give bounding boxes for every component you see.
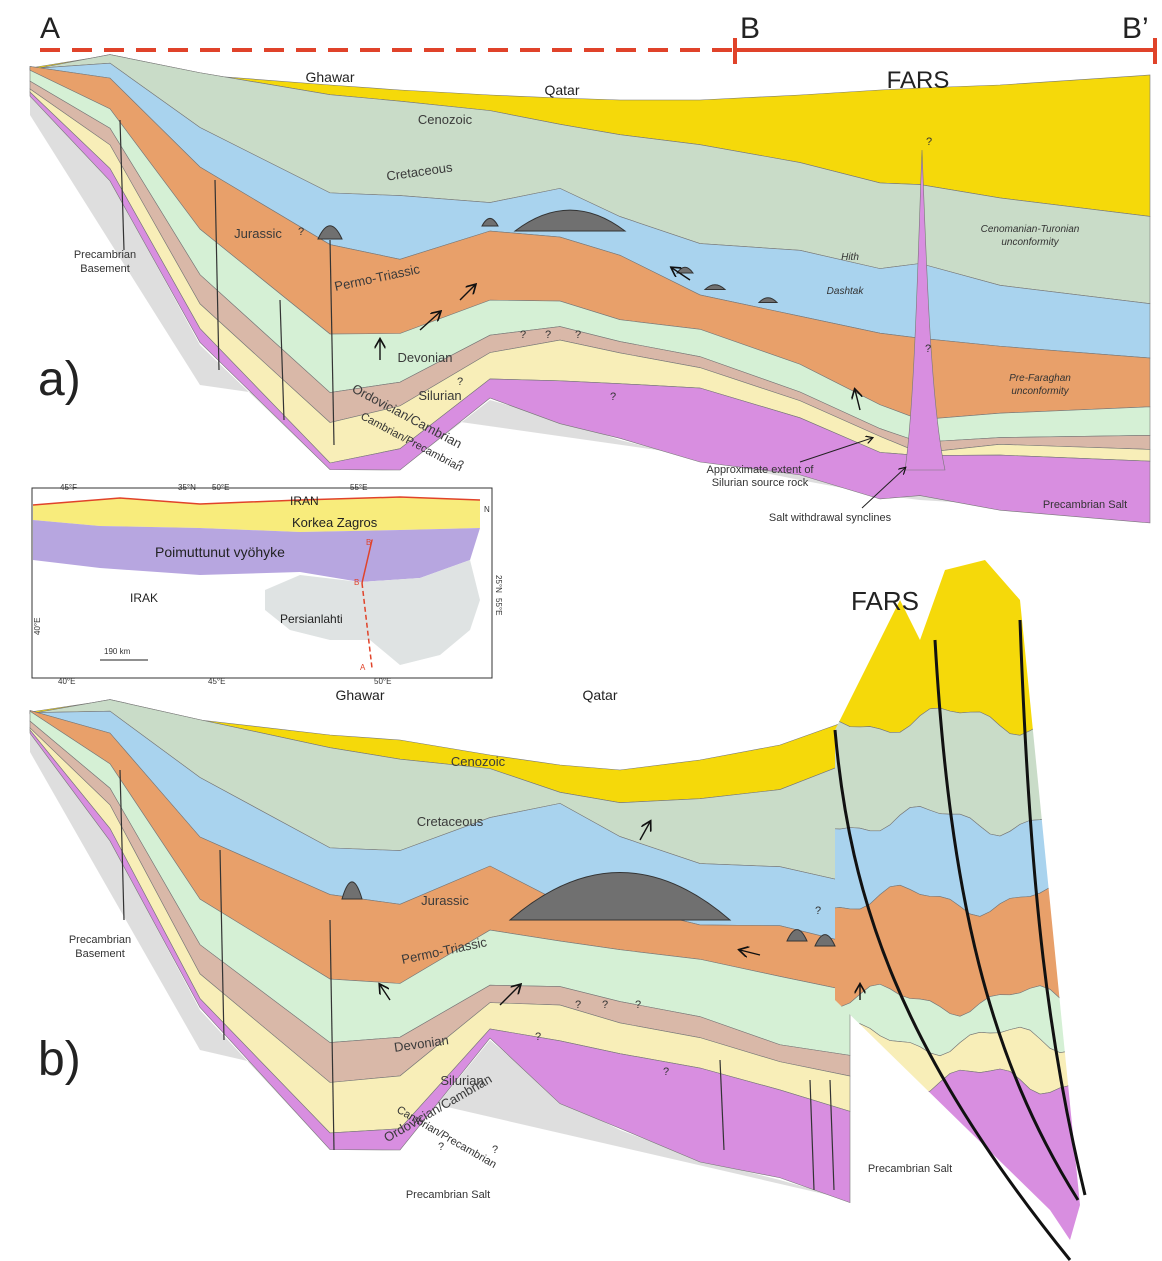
- question-mark: ?: [458, 459, 464, 471]
- question-mark: ?: [635, 999, 641, 1011]
- annotation: Hith: [841, 252, 859, 263]
- question-mark: ?: [457, 376, 463, 388]
- scale-label: 190 km: [104, 647, 131, 656]
- place-label: Ghawar: [335, 687, 384, 703]
- map-label: IRAK: [130, 591, 158, 605]
- north: N: [484, 505, 490, 514]
- place-label: Qatar: [582, 687, 617, 703]
- annotation: Precambrian Salt: [1043, 499, 1127, 511]
- map-coord: 35°N: [178, 483, 196, 492]
- map-coord: 50°E: [374, 677, 391, 686]
- map-coord: 45°F: [60, 483, 77, 492]
- map-label: Poimuttunut vyöhyke: [155, 544, 285, 560]
- figure: A B B’ a) Ghawar Qatar FARS Cenozoic Cre…: [0, 0, 1162, 1261]
- layer-label: Cretaceous: [417, 814, 484, 829]
- annotation: Dashtak: [827, 286, 865, 297]
- place-label: Qatar: [544, 82, 579, 98]
- map-coord: 55°E: [494, 598, 503, 615]
- layer-label: Silurian: [418, 388, 461, 403]
- place-label: FARS: [851, 586, 919, 616]
- question-mark: ?: [926, 136, 932, 148]
- question-mark: ?: [492, 1144, 498, 1156]
- layer-label: Jurassic: [234, 226, 282, 241]
- stratum: [830, 534, 1090, 735]
- question-mark: ?: [575, 329, 581, 341]
- map-coord: 50°E: [212, 483, 229, 492]
- annotation: Precambrian Salt: [868, 1163, 952, 1175]
- layer-label: Devonian: [398, 350, 453, 365]
- question-mark: ?: [925, 343, 931, 355]
- map-coord: 45°E: [208, 677, 225, 686]
- map-coord: 40°E: [58, 677, 75, 686]
- layer-label: Jurassic: [421, 893, 469, 908]
- map-label: A: [360, 663, 366, 672]
- section-label: B’: [1122, 12, 1149, 45]
- panel-label: b): [38, 1033, 81, 1086]
- question-mark: ?: [438, 1141, 444, 1153]
- question-mark: ?: [545, 329, 551, 341]
- question-mark: ?: [575, 999, 581, 1011]
- question-mark: ?: [610, 391, 616, 403]
- map-coord: 55°E: [350, 483, 367, 492]
- annotation: Precambrian Salt: [406, 1189, 490, 1201]
- question-mark: ?: [815, 905, 821, 917]
- place-label: FARS: [887, 67, 950, 94]
- question-mark: ?: [520, 329, 526, 341]
- section-label: B: [740, 12, 760, 45]
- question-mark: ?: [663, 1066, 669, 1078]
- question-mark: ?: [535, 1031, 541, 1043]
- map-label: IRAN: [290, 494, 319, 508]
- map-label: Korkea Zagros: [292, 515, 378, 530]
- question-mark: ?: [298, 226, 304, 238]
- map-label: B': [366, 538, 373, 547]
- place-label: Ghawar: [305, 69, 354, 85]
- layer-label: Cenozoic: [418, 112, 473, 127]
- map-coord: 25°N: [494, 575, 503, 593]
- map-label: B: [354, 578, 359, 587]
- map-coord: 40°E: [33, 618, 42, 635]
- map-label: Persianlahti: [280, 612, 343, 626]
- map-inset: 45°F 35°N 50°E 55°E IRAN Korkea Zagros P…: [32, 483, 503, 686]
- question-mark: ?: [602, 999, 608, 1011]
- annotation: Salt withdrawal synclines: [769, 512, 892, 524]
- panel-label: a): [38, 353, 81, 406]
- section-label: A: [40, 12, 60, 45]
- layer-label: Cenozoic: [451, 754, 506, 769]
